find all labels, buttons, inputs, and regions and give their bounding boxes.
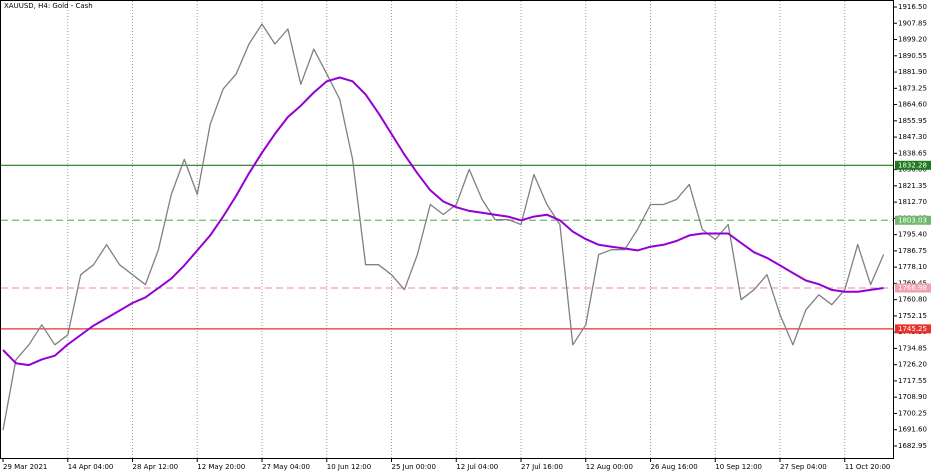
moving-average bbox=[2, 76, 884, 367]
level-price-label: 1832.28 bbox=[898, 161, 927, 169]
y-tick-label: 1682.95 bbox=[898, 442, 927, 450]
x-tick-label: 12 May 20:00 bbox=[197, 463, 245, 471]
y-tick-label: 1752.15 bbox=[898, 312, 927, 320]
x-tick-label: 27 Sep 04:00 bbox=[780, 463, 827, 471]
level-price-box bbox=[895, 283, 931, 293]
y-tick-label: 1873.25 bbox=[898, 84, 927, 92]
y-tick-label: 1691.60 bbox=[898, 426, 927, 434]
x-tick-label: 14 Apr 04:00 bbox=[68, 463, 114, 471]
y-tick-label: 1708.90 bbox=[898, 393, 927, 401]
y-tick-label: 1812.70 bbox=[898, 198, 927, 206]
y-tick-label: 1700.25 bbox=[898, 409, 927, 417]
y-tick-label: 1769.45 bbox=[898, 279, 927, 287]
y-tick-label: 1760.80 bbox=[898, 296, 927, 304]
y-tick-label: 1881.90 bbox=[898, 68, 927, 76]
y-tick-label: 1795.40 bbox=[898, 231, 927, 239]
y-tick-label: 1778.10 bbox=[898, 263, 927, 271]
y-tick-label: 1726.20 bbox=[898, 361, 927, 369]
y-tick-label: 1864.60 bbox=[898, 101, 927, 109]
x-tick-label: 26 Aug 16:00 bbox=[651, 463, 698, 471]
level-price-label: 1745.25 bbox=[898, 325, 927, 333]
y-tick-label: 1821.35 bbox=[898, 182, 927, 190]
plot-frame bbox=[0, 0, 894, 459]
x-tick-label: 27 Jul 16:00 bbox=[521, 463, 563, 471]
level-price-label: 1803.03 bbox=[898, 216, 927, 224]
level-price-label: 1766.98 bbox=[898, 284, 927, 292]
x-tick-label: 10 Sep 12:00 bbox=[715, 463, 762, 471]
level-price-box bbox=[895, 324, 931, 334]
level-price-box bbox=[895, 215, 931, 225]
price-line bbox=[2, 23, 885, 431]
y-tick-label: 1847.30 bbox=[898, 133, 927, 141]
x-tick-label: 28 Apr 12:00 bbox=[133, 463, 179, 471]
x-tick-label: 10 Jun 12:00 bbox=[327, 463, 371, 471]
x-tick-label: 12 Aug 00:00 bbox=[586, 463, 633, 471]
y-tick-label: 1890.55 bbox=[898, 52, 927, 60]
y-tick-label: 1838.65 bbox=[898, 149, 927, 157]
x-tick-label: 25 Jun 00:00 bbox=[392, 463, 436, 471]
chart-title: XAUUSD, H4: Gold - Cash bbox=[4, 2, 93, 10]
x-tick-label: 27 May 04:00 bbox=[262, 463, 310, 471]
y-tick-label: 1786.75 bbox=[898, 247, 927, 255]
y-tick-label: 1899.20 bbox=[898, 36, 927, 44]
y-tick-label: 1855.95 bbox=[898, 117, 927, 125]
x-tick-label: 29 Mar 2021 bbox=[3, 463, 47, 471]
x-tick-label: 12 Jul 04:00 bbox=[456, 463, 498, 471]
y-tick-label: 1717.55 bbox=[898, 377, 927, 385]
x-tick-label: 11 Oct 20:00 bbox=[845, 463, 891, 471]
y-tick-label: 1907.85 bbox=[898, 19, 927, 27]
y-tick-label: 1734.85 bbox=[898, 344, 927, 352]
level-price-box bbox=[895, 160, 931, 170]
y-tick-label: 1916.50 bbox=[898, 3, 927, 11]
